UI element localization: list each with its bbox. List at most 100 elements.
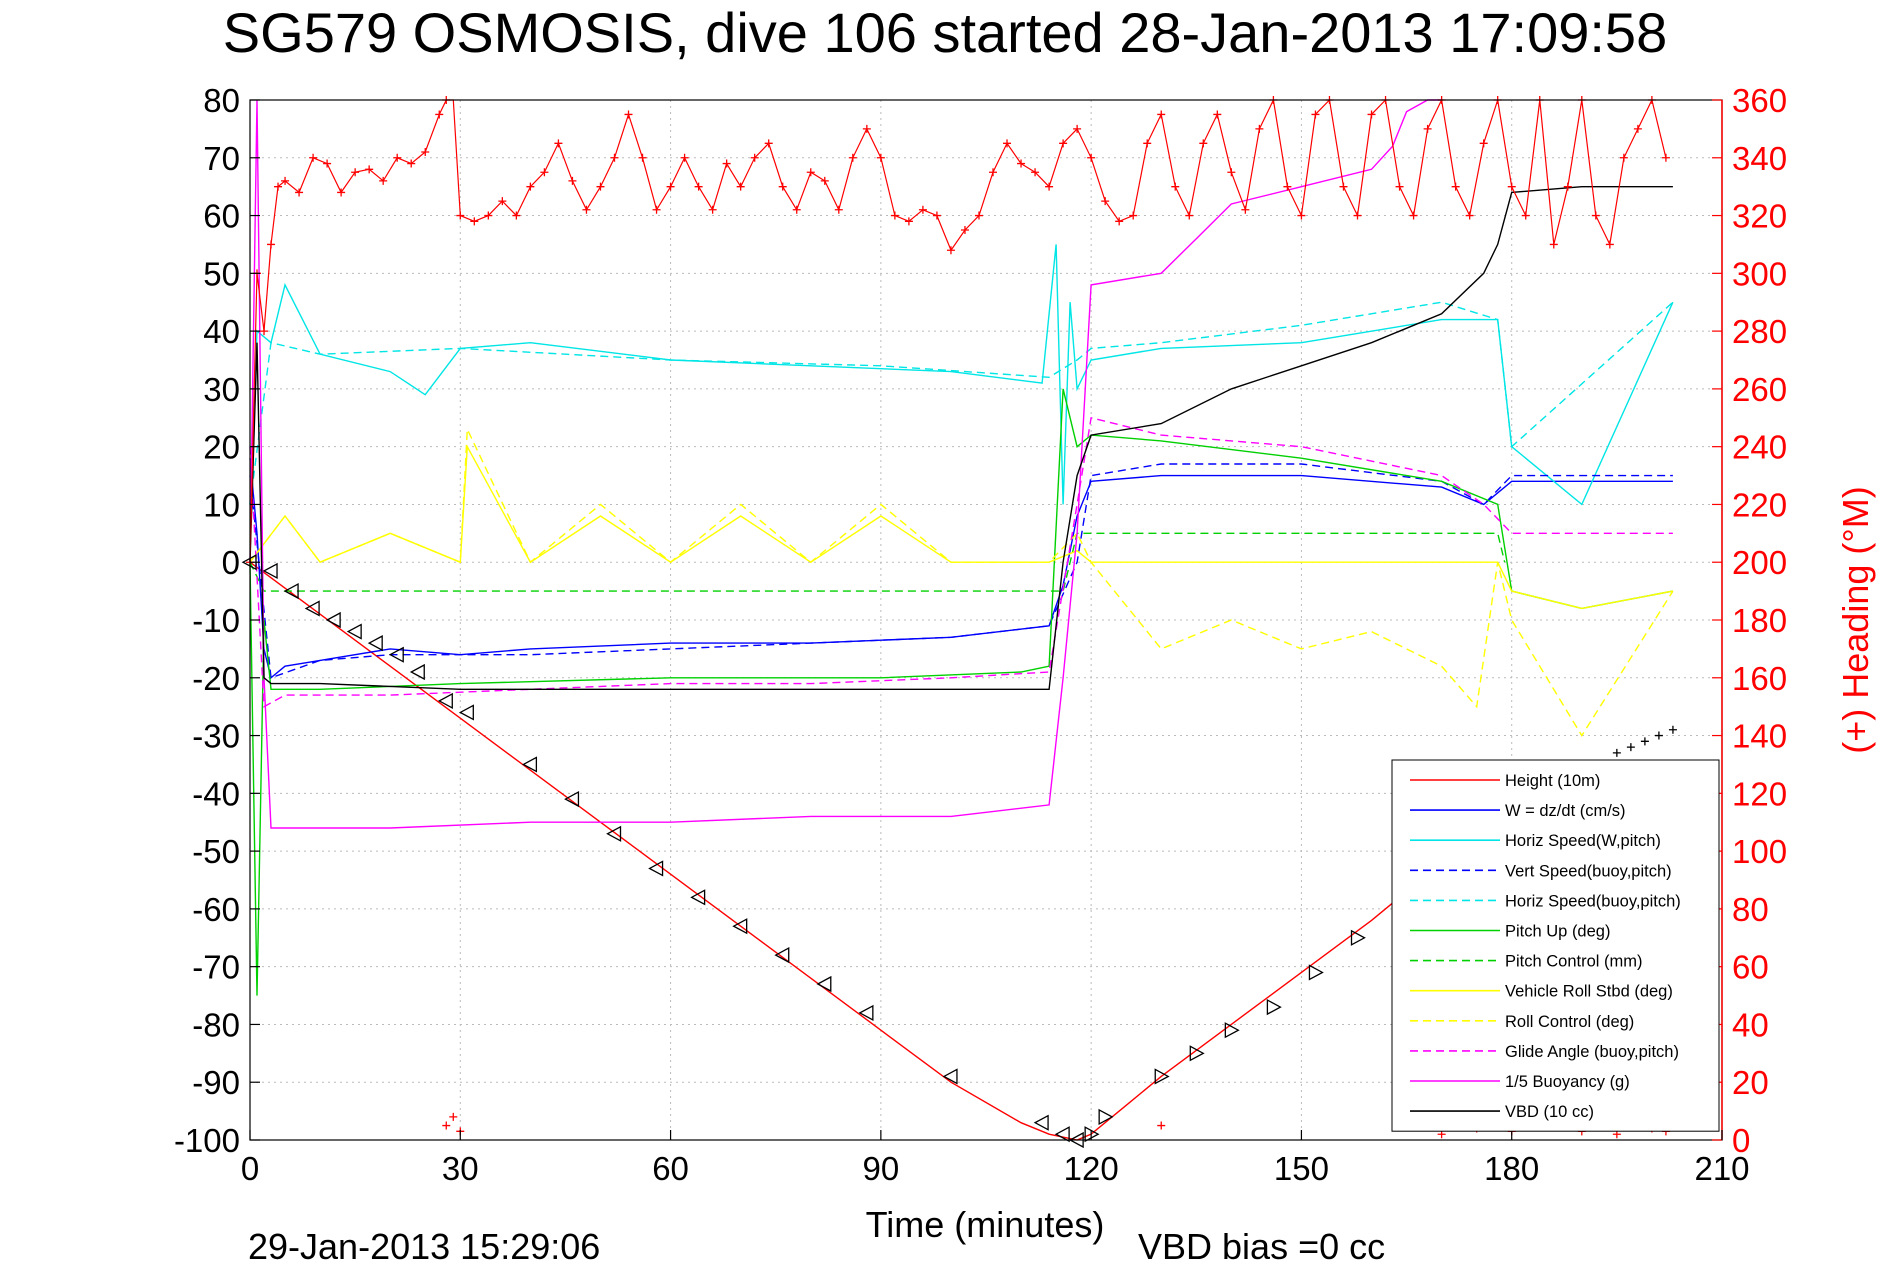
heading-point	[484, 211, 493, 220]
data-lines	[249, 99, 1674, 1141]
series-line	[249, 185, 1673, 690]
triangle-marker	[1098, 1108, 1114, 1125]
y-axis-right: 3603403203002802602402202001801601401201…	[1712, 82, 1787, 1159]
heading-point	[1115, 217, 1124, 226]
triangle-marker	[367, 635, 383, 652]
heading-point	[820, 176, 829, 185]
plus-marker	[1640, 737, 1649, 746]
heading-point	[638, 153, 647, 162]
heading-point	[890, 211, 899, 220]
triangle-marker	[690, 889, 706, 906]
heading-point	[680, 153, 689, 162]
y-tick-label: 20	[203, 429, 240, 466]
plus-marker	[1626, 743, 1635, 752]
series-line	[249, 416, 1673, 708]
heading-point	[1059, 139, 1068, 148]
heading-point	[1395, 182, 1404, 191]
heading-point	[568, 176, 577, 185]
heading-point	[442, 1121, 451, 1130]
triangle-marker	[283, 583, 299, 600]
heading-point	[337, 188, 346, 197]
heading-point	[421, 148, 430, 156]
heading-point	[323, 159, 332, 168]
heading-point	[526, 182, 535, 191]
triangle-marker	[1054, 1126, 1070, 1143]
triangle-marker	[1224, 1022, 1240, 1039]
legend-label: W = dz/dt (cm/s)	[1505, 802, 1626, 820]
y-tick-label: 40	[203, 313, 240, 350]
heading-point	[834, 205, 843, 214]
heading-point	[1353, 211, 1362, 220]
heading-point	[267, 240, 276, 249]
triangle-marker	[1033, 1114, 1049, 1131]
heading-point	[1409, 211, 1418, 220]
x-tick-label: 120	[1064, 1150, 1119, 1187]
y-right-tick-label: 80	[1732, 891, 1769, 928]
x-tick-label: 180	[1484, 1150, 1539, 1187]
heading-point	[1003, 139, 1012, 148]
x-axis-label: Time (minutes)	[866, 1204, 1105, 1245]
heading-point	[974, 211, 983, 220]
triangle-marker	[346, 623, 362, 640]
heading-point	[694, 182, 703, 191]
heading-point	[351, 168, 360, 177]
heading-point	[848, 153, 857, 162]
heading-point	[918, 205, 927, 214]
heading-point	[540, 168, 549, 177]
triangle-marker	[388, 646, 404, 663]
y-right-tick-label: 100	[1732, 833, 1787, 870]
heading-point	[596, 182, 605, 191]
heading-point	[610, 153, 619, 162]
heading-point	[1143, 139, 1152, 148]
x-tick-label: 0	[241, 1150, 259, 1187]
heading-point	[736, 182, 745, 191]
triangle-marker	[564, 791, 580, 808]
triangle-marker	[858, 1004, 874, 1021]
heading-point	[806, 168, 815, 177]
y-tick-label: -70	[192, 949, 240, 986]
heading-point	[1339, 182, 1348, 191]
y-right-tick-label: 320	[1732, 198, 1787, 235]
y-tick-label: -50	[192, 833, 240, 870]
heading-point	[1241, 205, 1250, 214]
chart-title: SG579 OSMOSIS, dive 106 started 28-Jan-2…	[223, 1, 1667, 64]
heading-point	[1227, 168, 1236, 177]
heading-point	[960, 226, 969, 234]
heading-point	[792, 205, 801, 214]
heading-point	[1171, 182, 1180, 191]
heading-point	[379, 176, 388, 185]
legend-label: Vert Speed(buoy,pitch)	[1505, 862, 1672, 880]
heading-point	[393, 153, 402, 162]
heading-point	[1507, 182, 1516, 191]
heading-point	[281, 176, 290, 185]
x-tick-label: 60	[652, 1150, 689, 1187]
heading-point	[989, 168, 998, 177]
heading-point	[904, 217, 913, 226]
heading-point	[1549, 240, 1558, 249]
triangle-marker	[816, 975, 832, 993]
y-tick-label: -10	[192, 602, 240, 639]
heading-point	[512, 211, 521, 220]
heading-point	[708, 205, 717, 214]
triangle-marker	[1154, 1068, 1170, 1085]
heading-point	[1073, 124, 1082, 133]
triangle-marker	[522, 756, 538, 773]
y-tick-label: -60	[192, 891, 240, 928]
triangle-marker	[304, 600, 320, 617]
legend: Height (10m) W = dz/dt (cm/s) Horiz Speed(…	[1391, 759, 1720, 1132]
heading-point	[498, 197, 507, 206]
y-right-tick-label: 240	[1732, 429, 1787, 466]
y-right-tick-label: 140	[1732, 718, 1787, 755]
triangle-marker	[1189, 1045, 1205, 1062]
heading-point	[1129, 211, 1138, 220]
triangle-marker	[942, 1068, 958, 1085]
y-tick-label: 30	[203, 371, 240, 408]
heading-point	[1213, 110, 1222, 119]
triangle-marker	[262, 562, 278, 579]
y-right-tick-label: 0	[1732, 1122, 1750, 1159]
y-right-tick-label: 260	[1732, 371, 1787, 408]
heading-point	[1661, 153, 1670, 162]
y-tick-label: 0	[222, 544, 240, 581]
heading-point	[1465, 211, 1474, 220]
y-tick-label: 60	[203, 198, 240, 235]
